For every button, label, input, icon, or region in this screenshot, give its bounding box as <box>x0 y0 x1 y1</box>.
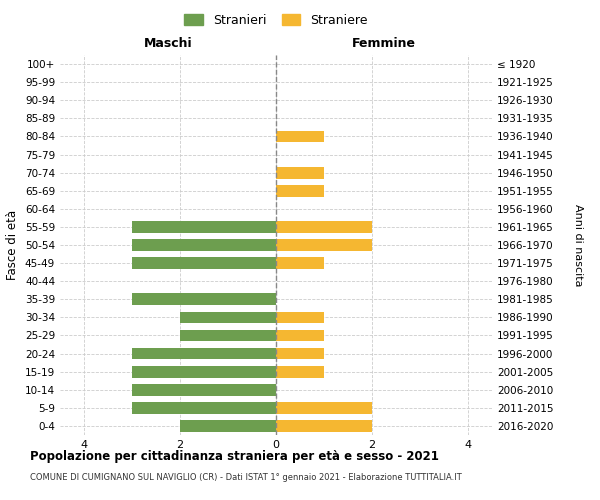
Y-axis label: Fasce di età: Fasce di età <box>7 210 19 280</box>
Bar <box>132 366 276 378</box>
Text: Maschi: Maschi <box>143 38 193 51</box>
Y-axis label: Anni di nascita: Anni di nascita <box>573 204 583 286</box>
Bar <box>132 221 276 233</box>
Bar <box>276 257 324 269</box>
Text: Popolazione per cittadinanza straniera per età e sesso - 2021: Popolazione per cittadinanza straniera p… <box>30 450 439 463</box>
Text: COMUNE DI CUMIGNANO SUL NAVIGLIO (CR) - Dati ISTAT 1° gennaio 2021 - Elaborazion: COMUNE DI CUMIGNANO SUL NAVIGLIO (CR) - … <box>30 472 462 482</box>
Bar <box>276 221 372 233</box>
Bar <box>276 312 324 324</box>
Bar <box>180 330 276 342</box>
Text: Femmine: Femmine <box>352 38 416 51</box>
Bar <box>276 348 324 360</box>
Bar <box>276 185 324 196</box>
Bar <box>132 239 276 251</box>
Bar <box>276 420 372 432</box>
Bar <box>132 348 276 360</box>
Bar <box>276 239 372 251</box>
Bar <box>276 330 324 342</box>
Bar <box>132 384 276 396</box>
Bar <box>276 402 372 413</box>
Legend: Stranieri, Straniere: Stranieri, Straniere <box>179 8 373 32</box>
Bar <box>132 294 276 305</box>
Bar <box>276 130 324 142</box>
Bar <box>132 257 276 269</box>
Bar <box>180 420 276 432</box>
Bar <box>180 312 276 324</box>
Bar <box>276 166 324 178</box>
Bar <box>276 366 324 378</box>
Bar <box>132 402 276 413</box>
